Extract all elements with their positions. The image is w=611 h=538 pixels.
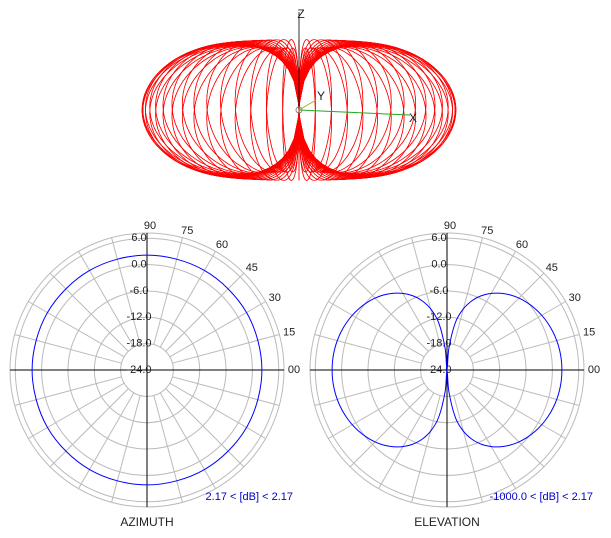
angle-label: 90: [444, 220, 456, 232]
grid-spoke: [78, 392, 135, 489]
grid-spoke: [159, 392, 216, 489]
grid-spoke: [469, 301, 566, 358]
grid-spoke: [328, 301, 425, 358]
grid-spoke: [49, 272, 129, 352]
pattern-wireframe: [250, 39, 348, 181]
grid-spoke: [411, 395, 441, 503]
axis-label-y: Y: [317, 89, 325, 103]
angle-label: 60: [516, 239, 528, 251]
radial-tick-label: 0.0: [131, 259, 146, 271]
pattern-wireframe: [171, 41, 427, 179]
grid-spoke: [465, 388, 545, 468]
grid-spoke: [349, 272, 429, 352]
grid-spoke: [14, 376, 122, 406]
grid-spoke: [172, 376, 280, 406]
grid-spoke: [14, 334, 122, 364]
angle-label: 45: [246, 262, 258, 274]
pattern-curve: [31, 254, 263, 486]
grid-spoke: [469, 382, 566, 439]
x-axis: [298, 109, 411, 116]
axis-label-z: Z: [297, 7, 304, 21]
angle-label: 15: [583, 327, 595, 339]
range-label: 2.17 < [dB] < 2.17: [206, 491, 293, 503]
grid-spoke: [28, 382, 125, 439]
angle-label: 15: [283, 327, 295, 339]
grid-spoke: [28, 301, 125, 358]
radial-tick-label: -12.0: [426, 311, 451, 323]
grid-spoke: [169, 301, 266, 358]
grid-spoke: [159, 251, 216, 348]
pattern-wireframe: [250, 39, 348, 181]
radial-tick-label: 6.0: [131, 232, 146, 244]
radial-tick-label: -18.0: [426, 338, 451, 350]
grid-spoke: [153, 237, 183, 345]
pattern-wireframe: [282, 39, 316, 181]
angle-label: 30: [269, 292, 281, 304]
grid-spoke: [172, 334, 280, 364]
pattern-wireframe: [149, 42, 449, 178]
pattern-wireframe: [155, 41, 443, 179]
grid-spoke: [165, 388, 245, 468]
range-label: -1000.0 < [dB] < 2.17: [490, 491, 593, 503]
grid-spoke: [472, 376, 580, 406]
axis-label-x: X: [409, 111, 417, 125]
radial-tick-label: 0.0: [431, 259, 446, 271]
grid-spoke: [378, 251, 435, 348]
origin: [295, 106, 303, 114]
angle-label: 45: [546, 262, 558, 274]
grid-spoke: [165, 272, 245, 352]
grid-spoke: [459, 392, 516, 489]
angle-label: 75: [481, 225, 493, 237]
grid-spoke: [314, 376, 422, 406]
grid-spoke: [459, 251, 516, 348]
angle-label: 00: [588, 364, 600, 376]
angle-label: 90: [144, 220, 156, 232]
plot-title: AZIMUTH: [120, 515, 173, 529]
grid-spoke: [49, 388, 129, 468]
grid-spoke: [349, 388, 429, 468]
pattern-wireframe: [142, 43, 456, 177]
pattern-wireframe: [282, 39, 316, 181]
radial-tick-label: 6.0: [431, 232, 446, 244]
grid-spoke: [328, 382, 425, 439]
grid-spoke: [472, 334, 580, 364]
angle-label: 00: [288, 364, 300, 376]
angle-label: 60: [216, 239, 228, 251]
pattern-wireframe: [234, 39, 364, 181]
grid-spoke: [411, 237, 441, 345]
pattern-wireframe: [141, 43, 457, 177]
grid-spoke: [111, 395, 141, 503]
grid-spoke: [153, 395, 183, 503]
radial-tick-label: -24.0: [426, 364, 451, 376]
grid-spoke: [78, 251, 135, 348]
angle-label: 30: [569, 292, 581, 304]
angle-label: 75: [181, 225, 193, 237]
radial-tick-label: -6.0: [130, 285, 149, 297]
grid-spoke: [314, 334, 422, 364]
plot-title: ELEVATION: [414, 515, 480, 529]
pattern-wireframe: [220, 39, 378, 181]
grid-spoke: [465, 272, 545, 352]
radial-tick-label: -24.0: [126, 364, 151, 376]
pattern-wireframe: [234, 39, 364, 181]
pattern-wireframe: [266, 39, 332, 181]
radial-tick-label: -6.0: [430, 285, 449, 297]
grid-spoke: [453, 395, 483, 503]
grid-spoke: [453, 237, 483, 345]
grid-spoke: [378, 392, 435, 489]
radial-tick-label: -18.0: [126, 338, 151, 350]
pattern-curve: [331, 292, 563, 448]
grid-spoke: [111, 237, 141, 345]
pattern-wireframe: [266, 39, 332, 181]
grid-spoke: [169, 382, 266, 439]
radial-tick-label: -12.0: [126, 311, 151, 323]
